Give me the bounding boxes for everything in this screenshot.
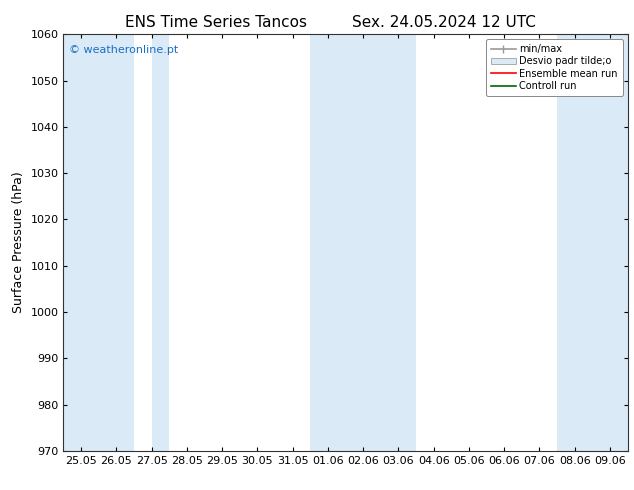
- Legend: min/max, Desvio padr tilde;o, Ensemble mean run, Controll run: min/max, Desvio padr tilde;o, Ensemble m…: [486, 39, 623, 96]
- Text: ENS Time Series Tancos: ENS Time Series Tancos: [124, 15, 307, 30]
- Bar: [63, 34, 134, 451]
- Y-axis label: Surface Pressure (hPa): Surface Pressure (hPa): [12, 172, 25, 314]
- Bar: [557, 34, 628, 451]
- Bar: [310, 34, 416, 451]
- Text: © weatheronline.pt: © weatheronline.pt: [69, 45, 178, 55]
- Bar: [152, 34, 169, 451]
- Text: Sex. 24.05.2024 12 UTC: Sex. 24.05.2024 12 UTC: [352, 15, 536, 30]
